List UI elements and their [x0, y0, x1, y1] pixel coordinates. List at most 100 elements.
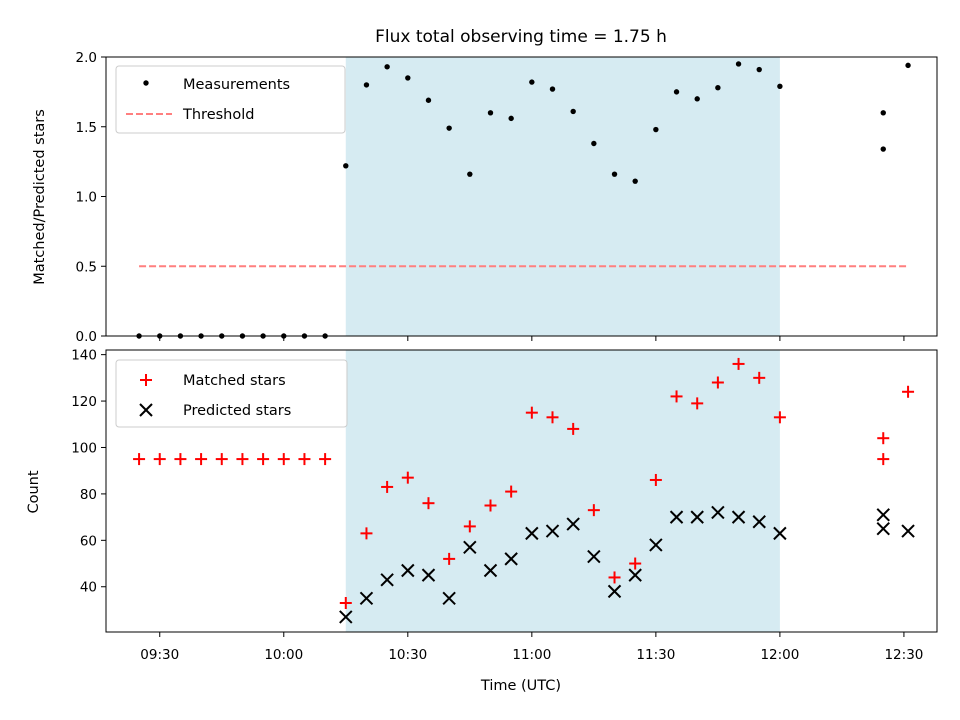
- measurement-point: [715, 84, 721, 91]
- matched-star-point: [753, 371, 766, 384]
- top-legend-box: [115, 65, 346, 134]
- matched-star-point: [629, 557, 642, 570]
- matched-star-point: [608, 571, 621, 584]
- measurement-point: [467, 171, 473, 177]
- predicted-star-point: [401, 563, 415, 578]
- measurement-point: [632, 178, 638, 184]
- bottom-y-axis-label: Count: [26, 470, 42, 513]
- matched-star-point: [546, 411, 559, 424]
- top-shaded-region: [345, 57, 780, 336]
- legend-measurements-label: Measurements: [183, 77, 290, 93]
- measurement-point: [425, 97, 432, 103]
- measurement-point: [611, 171, 618, 177]
- matched-star-point: [215, 453, 228, 466]
- x-tick-label: 11:30: [636, 647, 675, 663]
- top-y-tick-label: 1.0: [76, 190, 97, 206]
- legend-matched-marker: [140, 374, 152, 386]
- matched-star-point: [422, 497, 435, 510]
- predicted-star-stroke-b: [731, 510, 746, 524]
- x-axis-label: Time (UTC): [480, 678, 561, 694]
- predicted-star-point: [773, 526, 787, 541]
- measurement-point: [363, 82, 370, 88]
- top-legend: Measurements Threshold: [115, 65, 346, 134]
- measurement-point: [446, 125, 452, 131]
- matched-star-point: [691, 397, 704, 410]
- bottom-legend: Matched stars Predicted stars: [115, 359, 348, 428]
- predicted-star-point: [628, 568, 642, 582]
- measurement-point: [673, 89, 680, 95]
- predicted-star-stroke-b: [876, 508, 890, 522]
- predicted-star-point: [607, 584, 622, 599]
- predicted-star-point: [649, 538, 663, 552]
- matched-star-point: [649, 473, 662, 486]
- top-y-axis-label: Matched/Predicted stars: [32, 109, 48, 285]
- measurement-point: [549, 86, 556, 92]
- predicted-star-point: [421, 568, 436, 582]
- matched-star-point: [732, 357, 745, 370]
- predicted-star-point: [566, 517, 580, 531]
- predicted-star-stroke-b: [380, 573, 394, 587]
- legend-matched-label: Matched stars: [183, 373, 286, 389]
- matched-star-point: [195, 453, 208, 466]
- legend-measurements-marker: [143, 80, 149, 86]
- matched-star-point: [567, 422, 580, 435]
- predicted-star-stroke-b: [649, 538, 663, 552]
- measurement-point: [384, 64, 390, 70]
- predicted-star-point: [359, 591, 374, 606]
- matched-star-point: [339, 596, 352, 609]
- predicted-star-point: [876, 508, 890, 522]
- predicted-star-point: [690, 510, 704, 524]
- matched-star-point: [670, 390, 683, 403]
- measurement-point: [653, 126, 659, 133]
- x-tick-label: 10:30: [388, 647, 427, 663]
- matched-star-point: [174, 453, 187, 466]
- measurement-point: [756, 66, 762, 73]
- matched-star-point: [360, 527, 373, 540]
- top-y-tick-label: 0.0: [76, 329, 97, 345]
- matched-star-point: [877, 432, 890, 445]
- measurement-point: [880, 146, 886, 152]
- predicted-star-stroke-b: [421, 568, 436, 582]
- matched-star-point: [298, 453, 311, 466]
- measurement-point: [880, 110, 886, 116]
- bottom-y-tick-label: 40: [80, 580, 97, 596]
- predicted-star-stroke-b: [339, 610, 353, 624]
- matched-star-point: [257, 453, 270, 466]
- matched-star-point: [902, 385, 915, 398]
- predicted-star-point: [587, 549, 601, 564]
- bottom-y-tick-label: 80: [80, 487, 97, 503]
- bottom-legend-box: [115, 359, 348, 428]
- x-tick-label: 11:00: [512, 647, 551, 663]
- predicted-star-point: [876, 522, 890, 536]
- measurement-point: [777, 83, 783, 89]
- predicted-star-point: [731, 510, 746, 524]
- predicted-star-point: [463, 540, 477, 554]
- predicted-star-stroke-b: [711, 505, 725, 520]
- x-tick-label: 12:00: [760, 647, 799, 663]
- bottom-panel-frame: [105, 349, 938, 633]
- matched-star-point: [277, 453, 290, 466]
- measurement-point: [529, 79, 535, 85]
- measurement-point: [570, 108, 576, 115]
- chart-title: Flux total observing time = 1.75 h: [375, 27, 667, 47]
- predicted-star-stroke-b: [690, 510, 704, 524]
- x-tick-label: 12:30: [884, 647, 923, 663]
- matched-star-point: [525, 406, 538, 419]
- bottom-y-tick-label: 120: [71, 394, 97, 410]
- top-y-tick-label: 1.5: [76, 120, 97, 136]
- predicted-star-stroke-b: [752, 515, 766, 529]
- x-tick-label: 09:30: [140, 647, 179, 663]
- matched-star-point: [505, 485, 518, 498]
- predicted-star-stroke-b: [463, 540, 477, 554]
- predicted-star-point: [483, 563, 498, 578]
- bottom-y-tick-label: 60: [80, 533, 97, 549]
- matched-star-point: [133, 453, 146, 466]
- top-panel: 0.00.51.01.52.0 Matched/Predicted stars …: [32, 50, 938, 345]
- predicted-star-stroke-b: [525, 526, 539, 541]
- measurement-point: [591, 140, 597, 147]
- predicted-star-stroke-b: [773, 526, 787, 541]
- matched-star-point: [236, 453, 249, 466]
- measurement-point: [405, 75, 411, 81]
- bottom-y-tick-label: 140: [71, 348, 97, 364]
- matched-star-point: [401, 471, 414, 484]
